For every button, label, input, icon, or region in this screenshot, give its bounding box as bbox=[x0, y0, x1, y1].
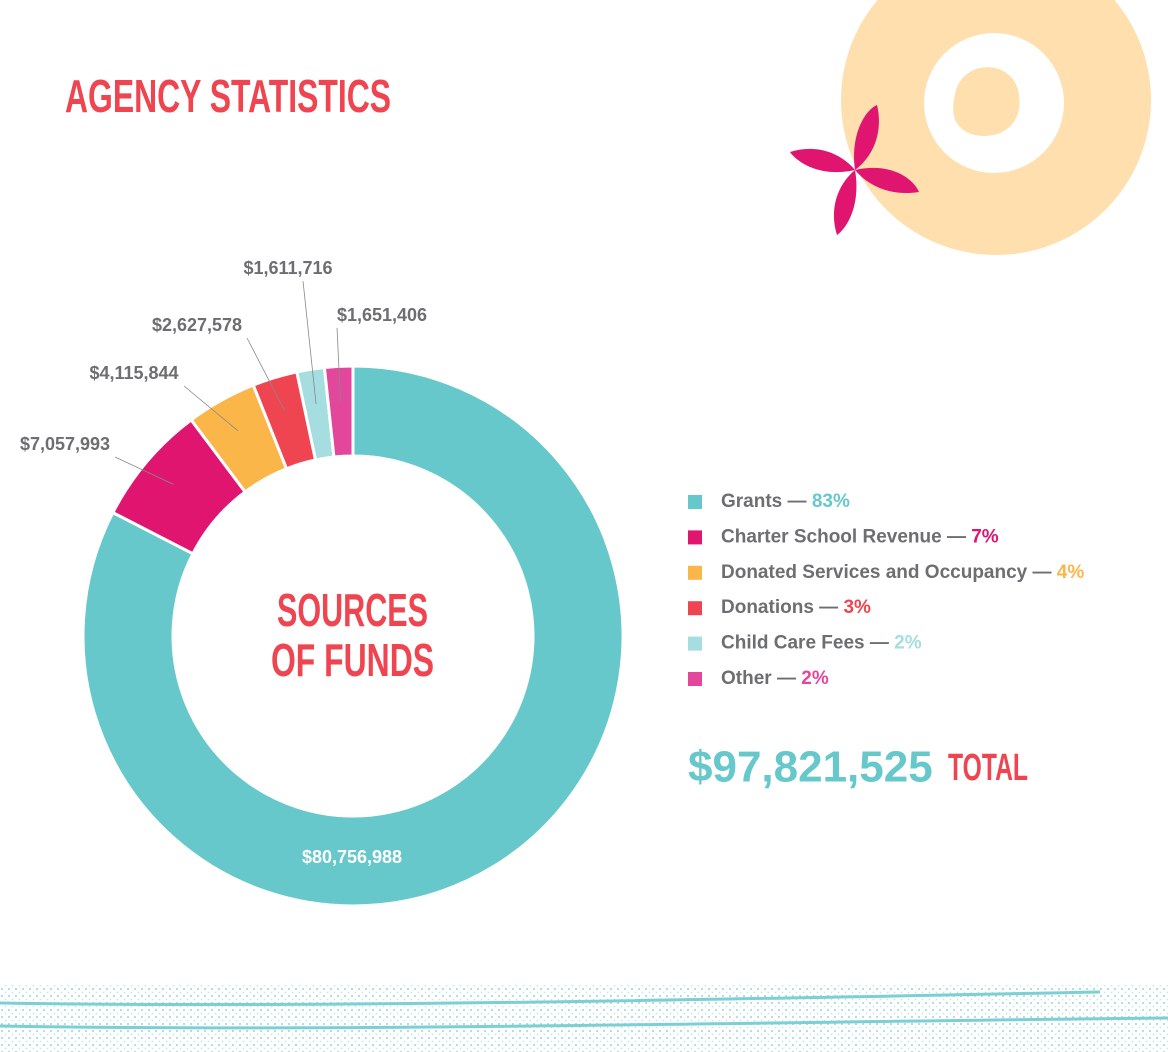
legend-share: 7% bbox=[971, 526, 999, 547]
legend-name: Child Care Fees bbox=[721, 633, 865, 654]
value-label: $7,057,993 bbox=[20, 434, 110, 454]
title: AGENCY STATISTICS bbox=[65, 70, 391, 122]
legend-separator: — bbox=[1027, 562, 1057, 583]
legend-share: 83% bbox=[812, 491, 850, 512]
legend-share: 2% bbox=[894, 633, 922, 654]
legend-separator: — bbox=[814, 597, 844, 618]
legend-swatch bbox=[688, 636, 702, 651]
value-label: $1,651,406 bbox=[337, 305, 427, 325]
leader-line bbox=[246, 337, 286, 412]
legend-name: Donations bbox=[721, 597, 814, 618]
legend-name: Charter School Revenue bbox=[721, 526, 942, 547]
legend-separator: — bbox=[782, 491, 812, 512]
legend-separator: — bbox=[865, 633, 895, 654]
donut-segment bbox=[322, 364, 355, 459]
center-label: SOURCES bbox=[277, 584, 428, 636]
legend-separator: — bbox=[772, 668, 802, 689]
value-label: $1,611,716 bbox=[243, 258, 332, 278]
legend-separator: — bbox=[942, 526, 972, 547]
legend-entry: Child Care Fees — 2% bbox=[721, 633, 922, 654]
value-label: $4,115,844 bbox=[89, 363, 178, 383]
legend-name: Donated Services and Occupancy bbox=[721, 562, 1028, 583]
total: $97,821,525 TOTAL bbox=[688, 743, 1028, 792]
leader-line bbox=[302, 280, 317, 404]
legend-share: 3% bbox=[843, 597, 871, 618]
leader-line bbox=[114, 456, 174, 485]
legend-name: Grants bbox=[721, 491, 782, 512]
value-label: $80,756,988 bbox=[302, 847, 402, 867]
legend-share: 4% bbox=[1057, 562, 1085, 583]
legend-entry: Donated Services and Occupancy — 4% bbox=[721, 562, 1084, 583]
leader-line bbox=[183, 385, 239, 432]
legend-entry: Charter School Revenue — 7% bbox=[721, 526, 999, 547]
legend-entry: Other — 2% bbox=[721, 668, 829, 689]
value-label: $2,627,578 bbox=[152, 315, 242, 335]
legend-swatch bbox=[688, 565, 702, 580]
legend-swatch bbox=[688, 601, 702, 616]
total-value: $97,821,525 bbox=[688, 743, 933, 792]
leader-line bbox=[336, 327, 341, 402]
legend-swatch bbox=[688, 530, 702, 545]
donut-segment bbox=[81, 364, 625, 908]
legend-name: Other bbox=[721, 668, 772, 689]
legend-entry: Donations — 3% bbox=[721, 597, 871, 618]
center-label: OF FUNDS bbox=[271, 634, 434, 686]
legend-share: 2% bbox=[801, 668, 829, 689]
legend-swatch bbox=[688, 495, 702, 509]
legend-swatch bbox=[688, 672, 702, 686]
total-suffix: TOTAL bbox=[948, 747, 1028, 789]
legend-entry: Grants — 83% bbox=[721, 491, 850, 512]
